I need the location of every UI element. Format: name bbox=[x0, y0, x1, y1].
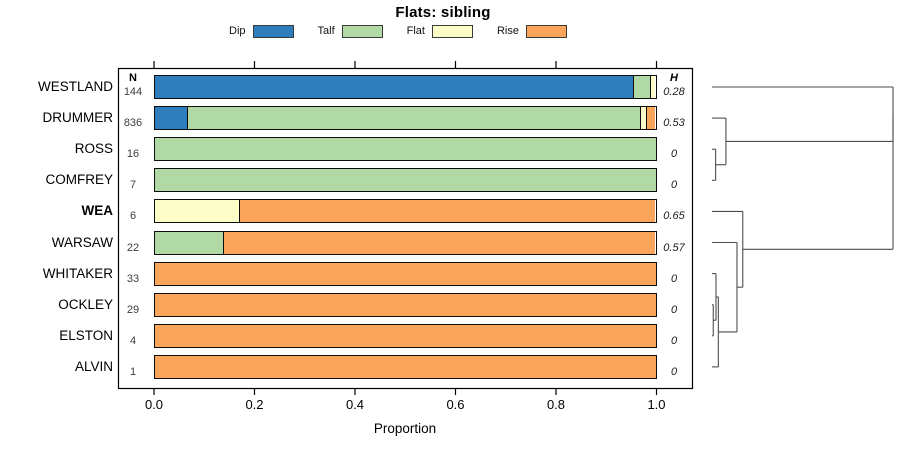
row-label-warsaw: WARSAW bbox=[51, 234, 113, 250]
legend-label: Talf bbox=[317, 25, 335, 37]
legend-item: Flat bbox=[406, 24, 473, 38]
n-value: 33 bbox=[126, 272, 140, 285]
row-label-whitaker: WHITAKER bbox=[42, 265, 113, 281]
legend-swatch bbox=[252, 24, 294, 38]
n-value: 836 bbox=[123, 117, 143, 130]
bar-segment-rise bbox=[155, 293, 656, 316]
h-value: 0.57 bbox=[663, 241, 685, 254]
stacked-bar-drummer bbox=[154, 106, 657, 131]
stacked-bar-wea bbox=[154, 199, 657, 224]
row-label-ross: ROSS bbox=[74, 141, 113, 157]
x-tick-label: 0.2 bbox=[245, 397, 264, 412]
h-column-header: H bbox=[670, 72, 678, 84]
x-tick-label: 1.0 bbox=[647, 397, 666, 412]
h-value: 0.28 bbox=[663, 86, 685, 98]
n-value: 6 bbox=[129, 210, 137, 223]
h-value: 0 bbox=[670, 272, 678, 285]
row-label-westland: WESTLAND bbox=[37, 79, 113, 94]
stacked-bar-westland bbox=[154, 75, 657, 99]
n-value: 16 bbox=[126, 148, 140, 161]
row-label-comfrey: COMFREY bbox=[45, 172, 114, 188]
n-value: 4 bbox=[129, 334, 137, 347]
row-label-ockley: OCKLEY bbox=[58, 296, 113, 312]
n-value: 29 bbox=[126, 303, 140, 316]
h-value: 0.65 bbox=[663, 210, 685, 223]
legend-item: Talf bbox=[317, 24, 383, 38]
bar-segment-dip bbox=[155, 76, 633, 98]
bar-segment-talf bbox=[155, 169, 656, 192]
h-value: 0 bbox=[670, 179, 678, 192]
bar-segment-talf bbox=[155, 231, 224, 254]
chart-title: Flats: sibling bbox=[395, 4, 491, 21]
h-value: 0 bbox=[670, 148, 678, 161]
bar-segment-flat bbox=[650, 76, 656, 98]
n-column-header: N bbox=[129, 72, 137, 84]
h-value: 0 bbox=[670, 365, 678, 378]
row-label-alvin: ALVIN bbox=[74, 358, 113, 374]
x-axis-label: Proportion bbox=[373, 421, 437, 436]
legend-swatch bbox=[526, 24, 567, 38]
n-value: 1 bbox=[129, 365, 137, 378]
bar-segment-talf bbox=[187, 107, 640, 130]
legend-swatch bbox=[431, 24, 473, 38]
x-tick-label: 0.4 bbox=[345, 397, 365, 412]
stacked-bar-elston bbox=[154, 323, 657, 348]
x-tick-label: 0.8 bbox=[546, 397, 566, 412]
bar-segment-talf bbox=[632, 76, 651, 98]
legend-swatch bbox=[341, 24, 383, 38]
legend: Dip Talf Flat Rise bbox=[118, 22, 678, 40]
n-value: 144 bbox=[123, 86, 143, 98]
bar-segment-rise bbox=[238, 200, 656, 223]
stacked-bar-ockley bbox=[154, 292, 657, 317]
stacked-bar-whitaker bbox=[154, 261, 657, 286]
row-label-drummer: DRUMMER bbox=[42, 110, 114, 126]
h-value: 0.53 bbox=[663, 117, 685, 130]
legend-label: Dip bbox=[229, 25, 246, 37]
row-label-wea: WEA bbox=[81, 203, 114, 219]
legend-item: Dip bbox=[229, 24, 294, 38]
bar-segment-rise bbox=[155, 262, 656, 285]
legend-label: Flat bbox=[406, 25, 425, 37]
bar-segment-flat bbox=[155, 200, 239, 223]
bar-segment-rise bbox=[223, 231, 656, 254]
h-value: 0 bbox=[670, 334, 678, 347]
x-tick-label: 0.0 bbox=[144, 397, 164, 412]
bar-segment-rise bbox=[155, 324, 656, 347]
stacked-bar-warsaw bbox=[154, 230, 657, 255]
x-tick-label: 0.6 bbox=[446, 397, 465, 412]
stacked-bar-comfrey bbox=[154, 168, 657, 193]
legend-item: Rise bbox=[496, 24, 567, 38]
stacked-bar-ross bbox=[154, 137, 657, 162]
n-value: 22 bbox=[126, 241, 140, 254]
legend-label: Rise bbox=[496, 25, 519, 37]
n-value: 7 bbox=[129, 179, 137, 192]
bar-segment-dip bbox=[155, 107, 188, 130]
bar-segment-rise bbox=[155, 355, 656, 378]
bar-segment-rise bbox=[645, 107, 656, 130]
bar-segment-talf bbox=[155, 138, 656, 161]
row-label-elston: ELSTON bbox=[59, 327, 113, 343]
h-value: 0 bbox=[670, 303, 678, 316]
stacked-bar-alvin bbox=[154, 354, 657, 379]
bar-segment-flat bbox=[639, 107, 646, 130]
